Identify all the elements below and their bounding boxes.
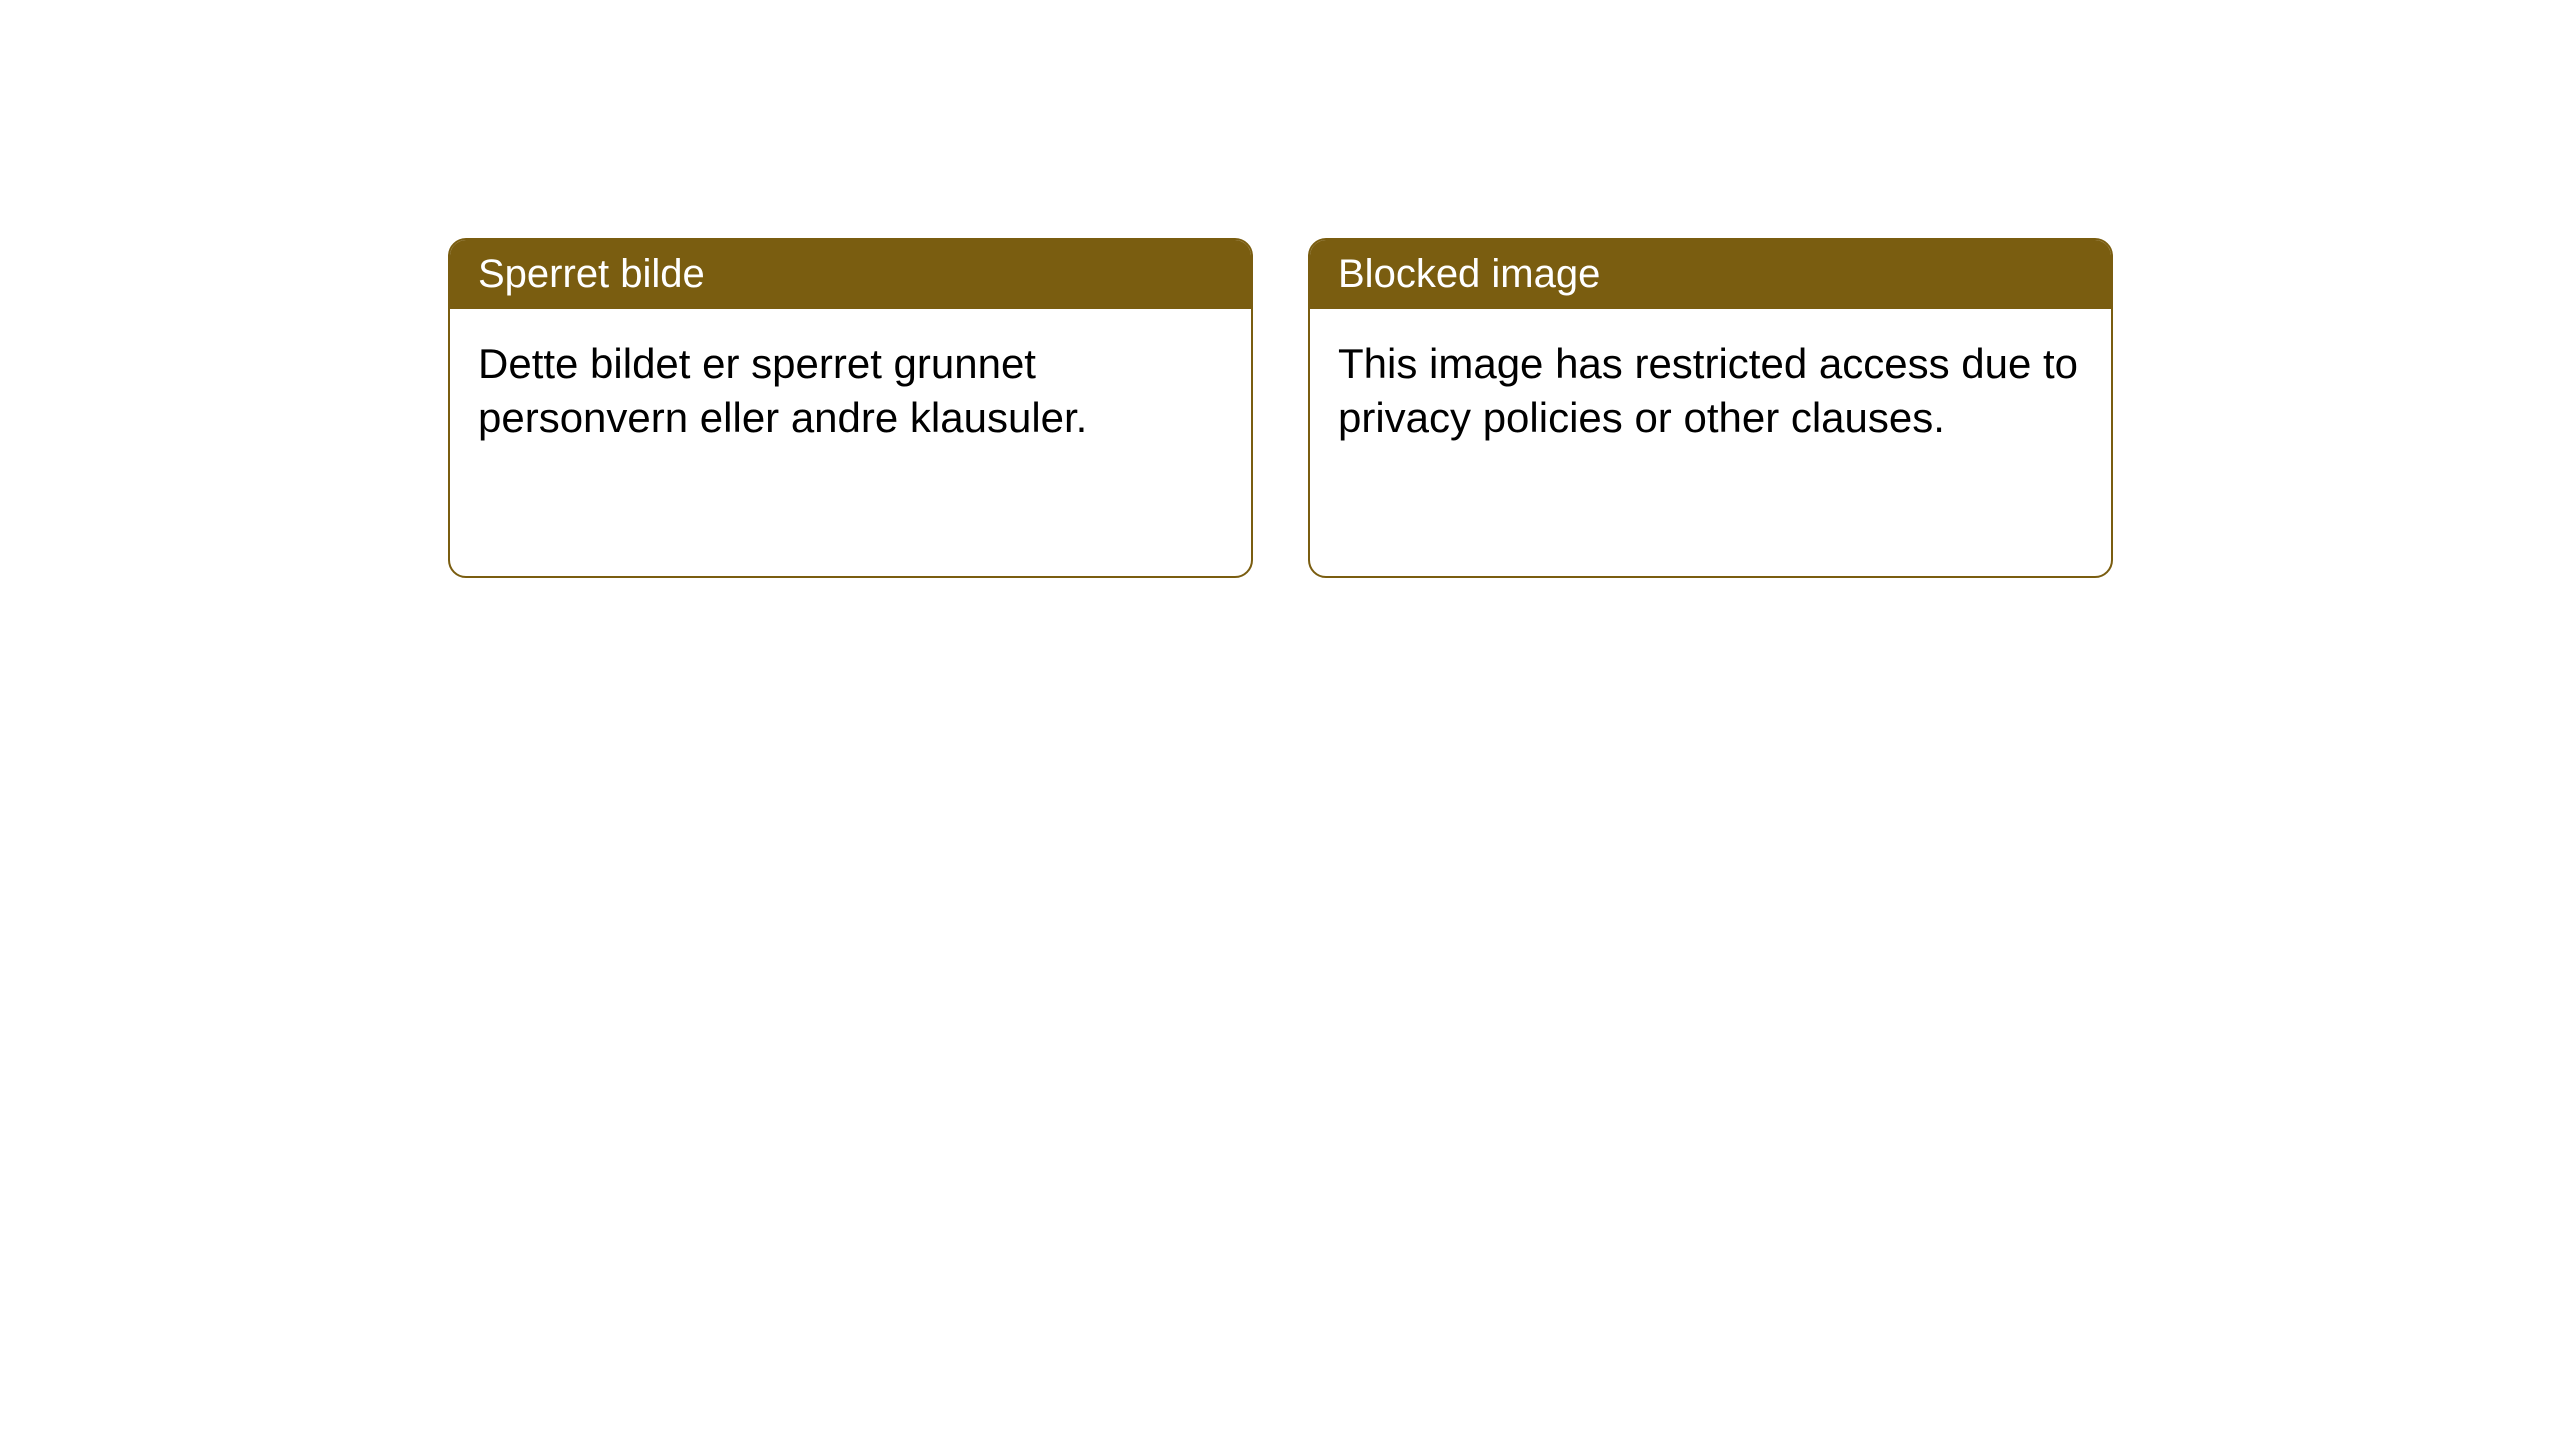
notice-body-english: This image has restricted access due to … (1310, 309, 2111, 473)
notice-card-norwegian: Sperret bilde Dette bildet er sperret gr… (448, 238, 1253, 578)
notice-header-norwegian: Sperret bilde (450, 240, 1251, 309)
notice-body-norwegian: Dette bildet er sperret grunnet personve… (450, 309, 1251, 473)
notice-header-english: Blocked image (1310, 240, 2111, 309)
notice-container: Sperret bilde Dette bildet er sperret gr… (0, 0, 2560, 578)
notice-card-english: Blocked image This image has restricted … (1308, 238, 2113, 578)
